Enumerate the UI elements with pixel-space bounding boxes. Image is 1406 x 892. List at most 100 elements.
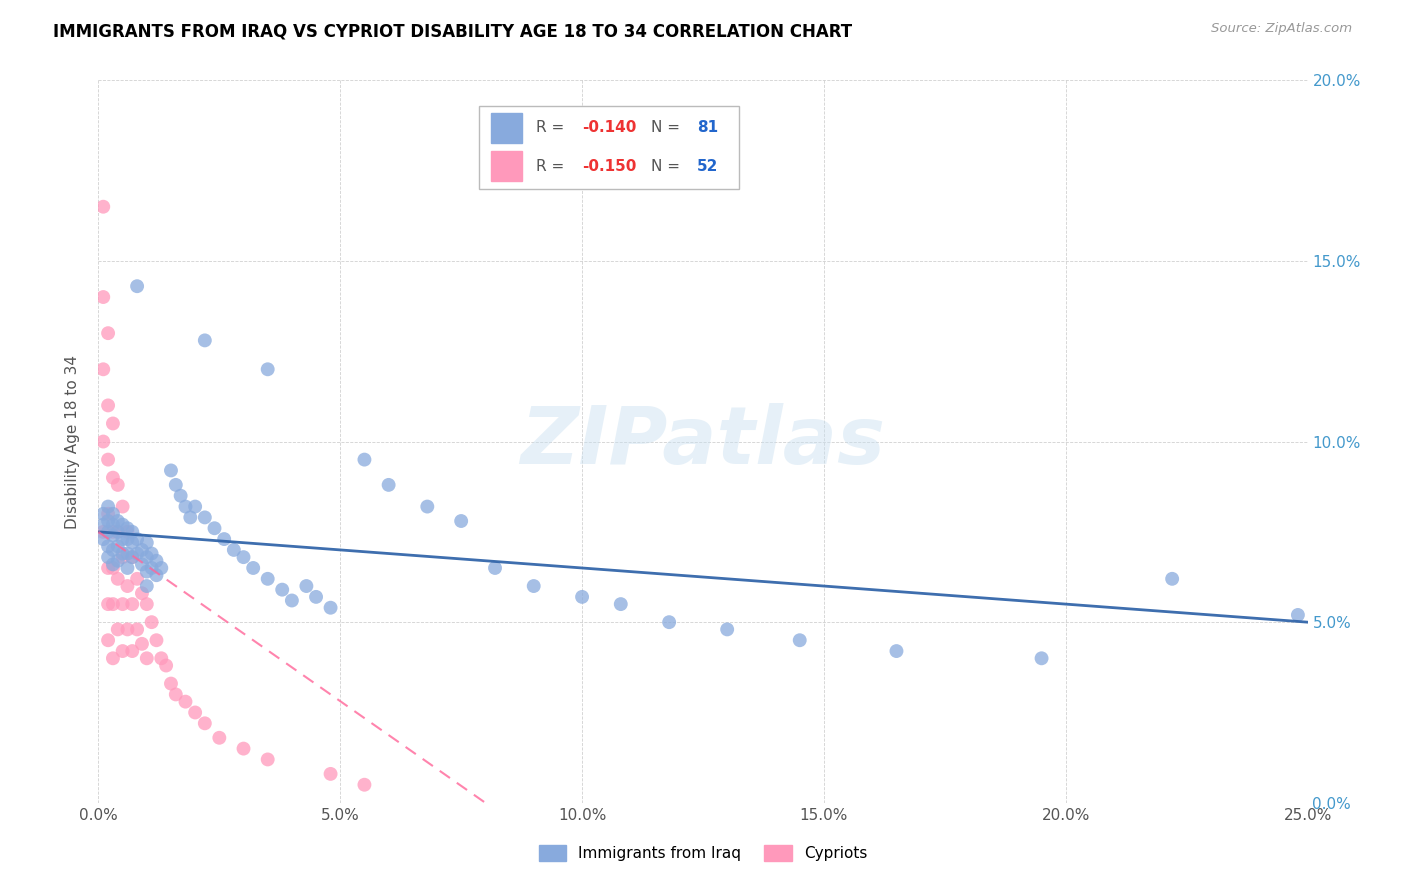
Point [131, 586, 153, 600]
Point [127, 532, 149, 546]
Point [179, 510, 201, 524]
Point [886, 644, 908, 658]
Point [131, 542, 153, 557]
Text: R =: R = [536, 120, 569, 136]
Point [141, 615, 163, 630]
Bar [492, 151, 522, 181]
Point [111, 500, 134, 514]
Point [174, 500, 197, 514]
Point [97, 452, 120, 467]
Text: N =: N = [651, 120, 685, 136]
Point [131, 637, 153, 651]
Point [107, 623, 129, 637]
Point [194, 334, 217, 348]
Point [145, 633, 167, 648]
Point [305, 590, 328, 604]
Point [141, 561, 163, 575]
Y-axis label: Disability Age 18 to 34: Disability Age 18 to 34 [65, 354, 80, 529]
Point [135, 651, 157, 665]
Point [135, 597, 157, 611]
Point [117, 532, 139, 546]
Point [91, 532, 114, 546]
Point [101, 471, 124, 485]
Point [97, 507, 120, 521]
Point [716, 623, 738, 637]
Point [97, 539, 120, 553]
Point [101, 651, 124, 665]
Point [117, 524, 139, 539]
Point [232, 550, 254, 565]
Point [111, 532, 134, 546]
Legend: Immigrants from Iraq, Cypriots: Immigrants from Iraq, Cypriots [533, 839, 873, 867]
Point [271, 582, 294, 597]
Point [127, 547, 149, 561]
Point [281, 593, 304, 607]
Point [145, 568, 167, 582]
Point [91, 524, 114, 539]
Point [571, 590, 593, 604]
Point [155, 658, 177, 673]
Point [319, 600, 342, 615]
Point [107, 554, 129, 568]
Point [121, 550, 143, 565]
Point [145, 554, 167, 568]
Point [107, 514, 129, 528]
Point [101, 524, 124, 539]
Point [97, 633, 120, 648]
Point [232, 741, 254, 756]
Point [91, 362, 114, 376]
Point [127, 279, 149, 293]
Point [97, 398, 120, 412]
Point [319, 767, 342, 781]
Point [91, 200, 114, 214]
Point [135, 535, 157, 549]
Point [295, 579, 318, 593]
Point [107, 572, 129, 586]
Point [169, 489, 191, 503]
Point [117, 561, 139, 575]
Point [121, 524, 143, 539]
Text: IMMIGRANTS FROM IRAQ VS CYPRIOT DISABILITY AGE 18 TO 34 CORRELATION CHART: IMMIGRANTS FROM IRAQ VS CYPRIOT DISABILI… [53, 22, 852, 40]
Point [121, 644, 143, 658]
Point [91, 517, 114, 532]
Point [208, 731, 231, 745]
Point [117, 623, 139, 637]
Point [194, 510, 217, 524]
Text: 81: 81 [697, 120, 718, 136]
Point [160, 676, 183, 690]
Point [117, 579, 139, 593]
Point [101, 528, 124, 542]
Point [111, 547, 134, 561]
Point [111, 597, 134, 611]
Point [97, 561, 120, 575]
Point [101, 561, 124, 575]
Point [135, 579, 157, 593]
Point [117, 547, 139, 561]
FancyBboxPatch shape [479, 105, 740, 189]
Point [127, 572, 149, 586]
Point [101, 517, 124, 532]
Point [121, 597, 143, 611]
Point [111, 644, 134, 658]
Point [121, 535, 143, 549]
Point [184, 500, 207, 514]
Point [91, 434, 114, 449]
Text: 52: 52 [697, 159, 718, 174]
Point [789, 633, 811, 648]
Point [97, 514, 120, 528]
Point [658, 615, 681, 630]
Point [150, 561, 173, 575]
Text: -0.150: -0.150 [582, 159, 637, 174]
Point [165, 687, 187, 701]
Text: R =: R = [536, 159, 569, 174]
Point [174, 695, 197, 709]
Point [131, 558, 153, 572]
Point [97, 326, 120, 340]
Point [204, 521, 226, 535]
Point [91, 507, 114, 521]
Point [141, 547, 163, 561]
Point [101, 507, 124, 521]
Point [117, 521, 139, 535]
Text: N =: N = [651, 159, 685, 174]
Point [353, 778, 375, 792]
